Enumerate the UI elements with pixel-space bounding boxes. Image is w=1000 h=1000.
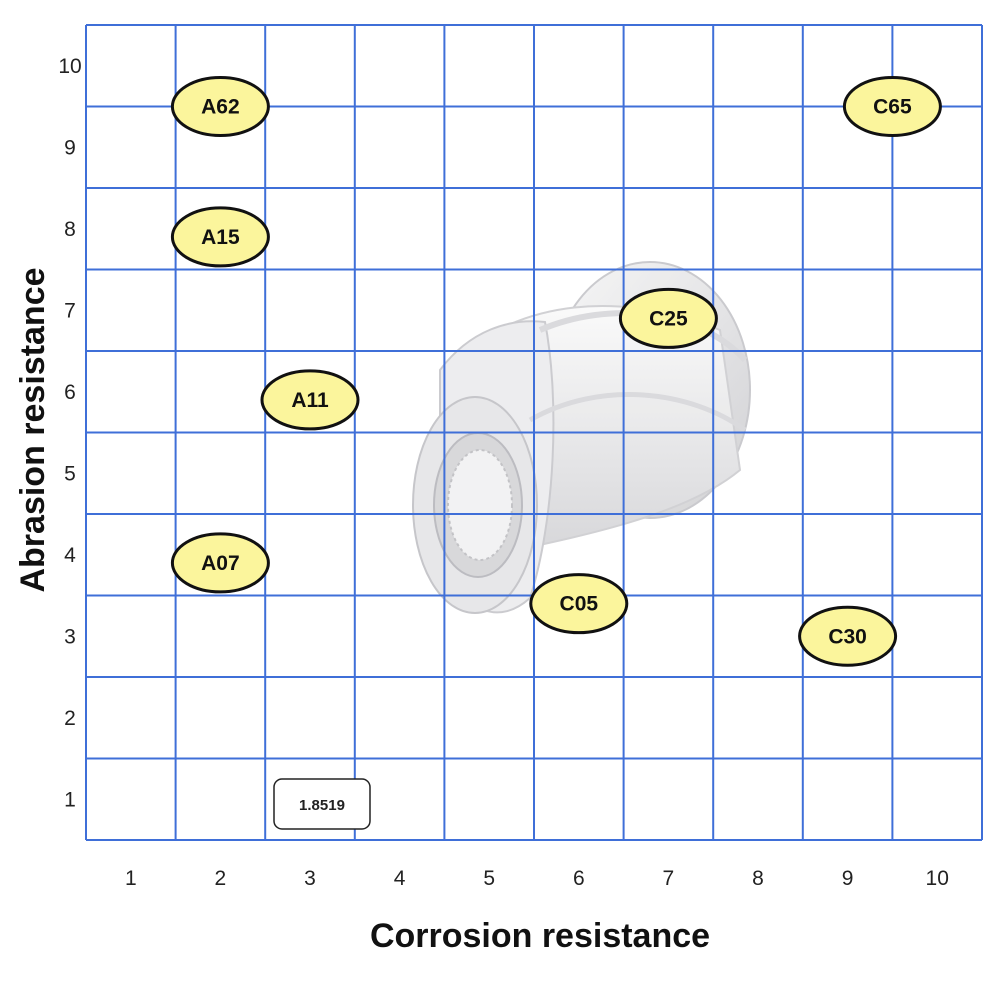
data-point-marker bbox=[618, 287, 718, 349]
x-tick-label: 2 bbox=[215, 867, 227, 890]
data-point-marker bbox=[260, 369, 360, 431]
data-point-label: C05 bbox=[560, 593, 599, 616]
y-axis-ticks: 1 2 3 4 5 6 7 8 9 10 bbox=[58, 55, 81, 812]
data-point-label: A07 bbox=[201, 552, 240, 575]
data-point-marker bbox=[170, 76, 270, 137]
x-tick-label: 3 bbox=[304, 867, 316, 890]
data-point: A15 bbox=[170, 206, 270, 268]
grid bbox=[85, 24, 983, 841]
y-tick-label: 7 bbox=[64, 299, 76, 322]
y-tick-label: 2 bbox=[64, 707, 76, 730]
data-point-label: C25 bbox=[649, 307, 688, 330]
x-tick-label: 4 bbox=[394, 867, 406, 890]
x-tick-label: 1 bbox=[125, 867, 137, 890]
data-point-marker bbox=[842, 76, 942, 137]
data-point-marker bbox=[529, 573, 629, 635]
data-point: C25 bbox=[618, 287, 718, 349]
y-tick-label: 10 bbox=[58, 55, 81, 78]
data-point-label: A62 bbox=[201, 96, 240, 119]
data-point: C05 bbox=[529, 573, 629, 635]
data-point-marker bbox=[170, 206, 270, 268]
y-tick-label: 4 bbox=[64, 544, 76, 567]
data-point: A62 bbox=[170, 76, 270, 137]
value-badge: 1.8519 bbox=[273, 778, 371, 830]
data-points: A62 C65 A15 C25 A11 A07 C05 C30 bbox=[170, 76, 942, 667]
y-tick-label: 1 bbox=[64, 788, 76, 811]
y-tick-label: 6 bbox=[64, 381, 76, 404]
x-tick-label: 9 bbox=[842, 867, 854, 890]
x-tick-label: 6 bbox=[573, 867, 585, 890]
y-axis-title: Abrasion resistance bbox=[14, 267, 52, 592]
data-point: C65 bbox=[842, 76, 942, 137]
x-tick-label: 7 bbox=[663, 867, 675, 890]
data-point-label: A15 bbox=[201, 226, 240, 249]
y-tick-label: 5 bbox=[64, 462, 76, 485]
x-tick-label: 10 bbox=[926, 867, 949, 890]
data-point-label: C65 bbox=[873, 96, 912, 119]
data-point-label: C30 bbox=[828, 625, 867, 648]
data-point-label: A11 bbox=[291, 389, 329, 412]
data-point: A07 bbox=[170, 532, 270, 594]
y-tick-label: 3 bbox=[64, 625, 76, 648]
data-point: A11 bbox=[260, 369, 360, 431]
y-tick-label: 8 bbox=[64, 218, 76, 241]
x-tick-label: 8 bbox=[752, 867, 764, 890]
value-badge-text: 1.8519 bbox=[299, 797, 345, 814]
x-axis-ticks: 1 2 3 4 5 6 7 8 9 10 bbox=[125, 867, 949, 890]
data-point-marker bbox=[798, 605, 898, 667]
y-tick-label: 9 bbox=[64, 136, 76, 159]
data-point-marker bbox=[170, 532, 270, 594]
data-point: C30 bbox=[798, 605, 898, 667]
x-axis-title: Corrosion resistance bbox=[370, 917, 710, 955]
x-tick-label: 5 bbox=[483, 867, 495, 890]
